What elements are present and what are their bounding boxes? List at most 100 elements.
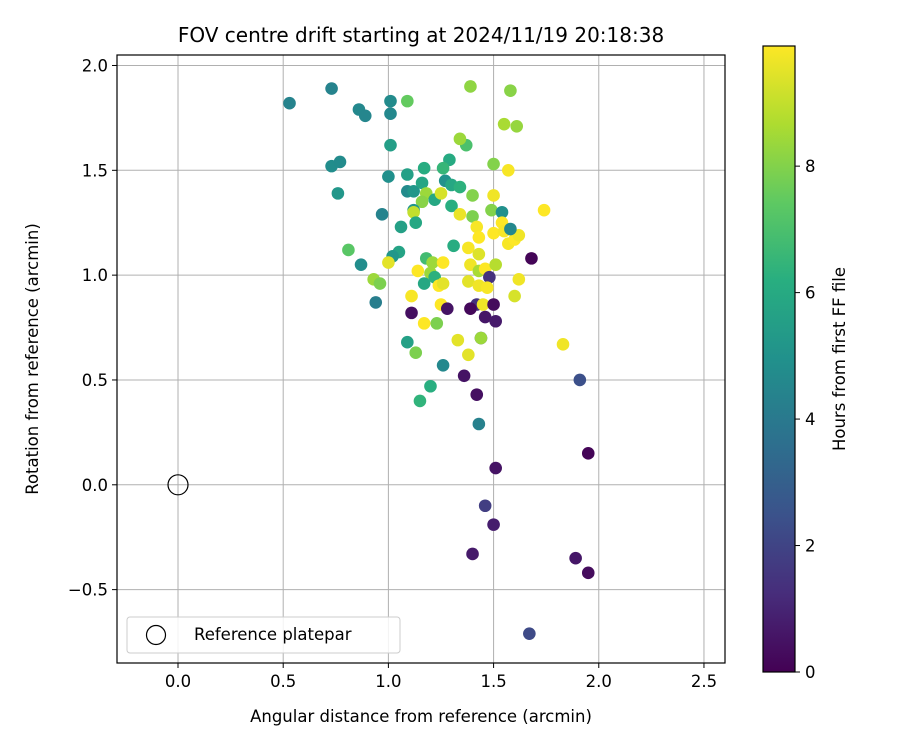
data-point — [415, 176, 429, 190]
y-tick-label: 0.0 — [82, 476, 108, 495]
data-point — [358, 109, 372, 123]
data-point — [512, 273, 526, 286]
data-point — [487, 298, 500, 311]
data-point — [325, 82, 338, 95]
legend: Reference platepar — [126, 616, 401, 654]
x-tick-label: 2.5 — [691, 672, 717, 691]
reference-platepar-marker — [167, 474, 189, 496]
colorbar-tick-label: 2 — [805, 537, 816, 556]
data-point — [497, 117, 511, 131]
y-tick-label: 1.5 — [82, 161, 108, 180]
data-point — [478, 310, 492, 324]
x-axis: 0.0 0.5 1.0 1.5 2.0 2.5 — [165, 663, 717, 691]
data-point — [453, 132, 467, 146]
data-point — [384, 107, 397, 121]
data-point — [462, 348, 475, 362]
data-point — [470, 220, 484, 234]
data-point — [407, 184, 420, 198]
legend-box — [126, 616, 401, 654]
data-point — [333, 155, 347, 169]
data-point — [466, 210, 479, 223]
data-point — [447, 239, 460, 253]
data-point — [569, 551, 582, 565]
data-point — [502, 164, 515, 177]
data-point — [487, 226, 500, 240]
data-point — [489, 314, 502, 328]
data-point — [581, 447, 595, 460]
data-point — [489, 258, 502, 271]
data-point — [375, 208, 389, 221]
colorbar-gradient — [762, 45, 796, 673]
data-point — [426, 256, 439, 269]
data-point — [413, 394, 427, 408]
reference-marker-group — [167, 474, 189, 496]
colorbar-ticks: 0 2 4 6 8 — [795, 157, 816, 682]
data-point — [394, 220, 408, 234]
data-point — [537, 203, 551, 217]
data-point — [510, 119, 524, 133]
data-point — [487, 518, 500, 531]
chart-title: FOV centre drift starting at 2024/11/19 … — [178, 23, 664, 47]
data-point — [462, 275, 475, 288]
data-point — [411, 264, 425, 278]
data-point — [472, 231, 486, 244]
data-point — [384, 138, 397, 152]
x-tick-label: 1.0 — [375, 672, 401, 691]
data-point — [417, 317, 431, 330]
data-point — [470, 388, 484, 401]
y-axis-label: Rotation from reference (arcmin) — [23, 223, 42, 495]
colorbar: 0 2 4 6 8 Hours from first FF file — [762, 45, 849, 682]
data-point — [405, 306, 418, 320]
data-point — [508, 289, 521, 303]
colorbar-tick-label: 4 — [805, 410, 816, 429]
data-point — [581, 566, 595, 580]
data-point — [453, 180, 467, 194]
data-point — [466, 547, 479, 561]
legend-marker-icon — [145, 624, 167, 646]
data-point — [489, 461, 502, 475]
x-tick-label: 2.0 — [586, 672, 612, 691]
data-point — [369, 296, 383, 309]
y-tick-label: 0.5 — [82, 371, 108, 390]
data-point — [504, 84, 517, 97]
y-axis: −0.5 0.0 0.5 1.0 1.5 2.0 — [68, 56, 117, 600]
data-point — [401, 168, 414, 181]
colorbar-label: Hours from first FF file — [830, 267, 849, 451]
data-points — [283, 80, 595, 640]
plot-frame — [116, 54, 726, 664]
data-point — [434, 187, 448, 200]
colorbar-tick-label: 6 — [805, 284, 816, 303]
x-tick-label: 1.5 — [480, 672, 506, 691]
x-axis-label: Angular distance from reference (arcmin) — [250, 707, 592, 726]
data-point — [436, 256, 450, 269]
data-point — [472, 417, 486, 431]
data-point — [451, 333, 465, 347]
data-point — [382, 256, 395, 269]
data-point — [485, 203, 498, 217]
data-point — [483, 270, 496, 284]
data-point — [342, 243, 355, 257]
data-point — [472, 247, 486, 261]
data-point — [474, 331, 488, 345]
data-point — [476, 298, 490, 311]
data-point — [573, 373, 587, 387]
x-tick-label: 0.0 — [165, 672, 191, 691]
data-point — [417, 161, 431, 175]
data-point — [405, 289, 418, 303]
data-point — [415, 195, 429, 209]
data-point — [504, 222, 517, 236]
data-point — [409, 346, 423, 360]
data-point — [409, 216, 423, 230]
y-tick-label: 2.0 — [82, 56, 108, 75]
legend-entry-reference-platepar: Reference platepar — [194, 625, 352, 644]
data-point — [464, 302, 477, 315]
data-point — [556, 338, 570, 351]
data-point — [480, 281, 494, 295]
data-point — [331, 187, 345, 200]
data-point — [440, 302, 454, 315]
data-point — [417, 277, 431, 290]
data-point — [424, 379, 437, 393]
data-point — [487, 157, 500, 171]
data-point — [436, 161, 450, 175]
